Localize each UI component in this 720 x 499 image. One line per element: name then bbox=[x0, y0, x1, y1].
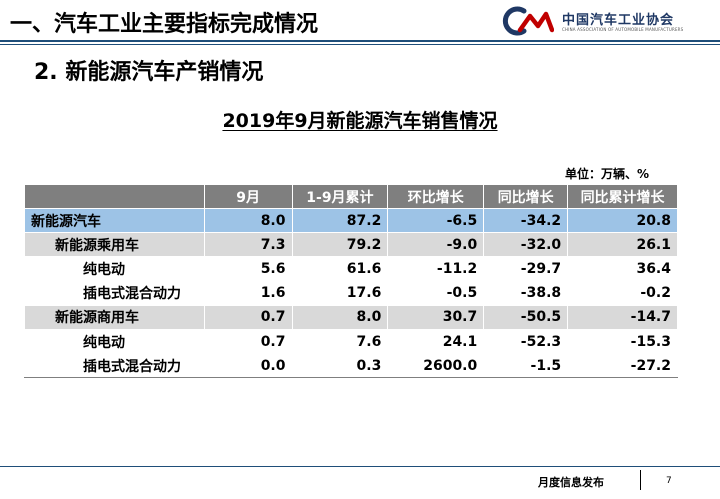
table-cell: 5.6 bbox=[203, 256, 293, 282]
table-row: 插电式混合动力 0.0 0.3 2600.0 -1.5 -27.2 bbox=[24, 353, 678, 379]
table-cell: -14.7 bbox=[567, 304, 678, 330]
table-cell: 26.1 bbox=[567, 232, 678, 258]
table-cell: -52.3 bbox=[483, 328, 569, 355]
table-cell: 8.0 bbox=[291, 304, 389, 330]
caam-logo-icon bbox=[502, 6, 554, 36]
table-cell: 1.6 bbox=[203, 280, 293, 306]
logo-en-text: CHINA ASSOCIATION OF AUTOMOBILE MANUFACT… bbox=[562, 27, 684, 32]
table-cell: -0.2 bbox=[567, 280, 678, 306]
header-title: 一、汽车工业主要指标完成情况 bbox=[10, 12, 319, 37]
table-row: 新能源汽车 8.0 87.2 -6.5 -34.2 20.8 bbox=[24, 207, 678, 234]
row-label: 新能源汽车 bbox=[24, 207, 205, 234]
table-cell: 30.7 bbox=[387, 304, 485, 330]
table-cell: -9.0 bbox=[387, 232, 485, 258]
table-cell: 0.7 bbox=[203, 328, 293, 355]
table-cell: 7.6 bbox=[291, 328, 389, 355]
table-cell: 0.3 bbox=[291, 353, 389, 379]
column-header: 1-9月累计 bbox=[291, 184, 389, 209]
row-label: 纯电动 bbox=[24, 256, 205, 282]
column-header bbox=[24, 184, 205, 209]
table-cell: -15.3 bbox=[567, 328, 678, 355]
row-label: 新能源商用车 bbox=[24, 304, 205, 330]
footer-rule bbox=[0, 466, 720, 467]
table-title-text: 2019年9月新能源汽车销售情况 bbox=[222, 110, 498, 132]
table-cell: 17.6 bbox=[291, 280, 389, 306]
row-label: 新能源乘用车 bbox=[24, 232, 205, 258]
table-title: 2019年9月新能源汽车销售情况 bbox=[0, 106, 720, 133]
table-cell: 20.8 bbox=[567, 207, 678, 234]
column-header: 9月 bbox=[203, 184, 293, 209]
table-cell: -34.2 bbox=[483, 207, 569, 234]
table-cell: -29.7 bbox=[483, 256, 569, 282]
table-row: 纯电动 0.7 7.6 24.1 -52.3 -15.3 bbox=[24, 328, 678, 355]
table-header-row: 9月 1-9月累计 环比增长 同比增长 同比累计增长 bbox=[24, 184, 678, 209]
table-cell: 8.0 bbox=[203, 207, 293, 234]
table-cell: 36.4 bbox=[567, 256, 678, 282]
table-cell: -11.2 bbox=[387, 256, 485, 282]
table-cell: 7.3 bbox=[203, 232, 293, 258]
column-header: 环比增长 bbox=[387, 184, 485, 209]
table-cell: -0.5 bbox=[387, 280, 485, 306]
caam-logo: 中国汽车工业协会 CHINA ASSOCIATION OF AUTOMOBILE… bbox=[502, 6, 712, 36]
table-cell: -50.5 bbox=[483, 304, 569, 330]
table-cell: 61.6 bbox=[291, 256, 389, 282]
table-row: 新能源商用车 0.7 8.0 30.7 -50.5 -14.7 bbox=[24, 304, 678, 330]
table-row: 插电式混合动力 1.6 17.6 -0.5 -38.8 -0.2 bbox=[24, 280, 678, 306]
table-cell: 0.7 bbox=[203, 304, 293, 330]
table-cell: -6.5 bbox=[387, 207, 485, 234]
table-cell: -32.0 bbox=[483, 232, 569, 258]
footer-text: 月度信息发布 bbox=[538, 476, 604, 489]
logo-cn-text: 中国汽车工业协会 bbox=[562, 13, 675, 28]
unit-note: 单位：万辆、% bbox=[565, 167, 650, 181]
table-cell: 2600.0 bbox=[387, 353, 485, 379]
row-label: 插电式混合动力 bbox=[24, 353, 205, 379]
table-cell: 0.0 bbox=[203, 353, 293, 379]
table-row: 新能源乘用车 7.3 79.2 -9.0 -32.0 26.1 bbox=[24, 232, 678, 258]
column-header: 同比累计增长 bbox=[567, 184, 678, 209]
table-row: 纯电动 5.6 61.6 -11.2 -29.7 36.4 bbox=[24, 256, 678, 282]
table-cell: -1.5 bbox=[483, 353, 569, 379]
header-rule bbox=[0, 40, 720, 42]
row-label: 插电式混合动力 bbox=[24, 280, 205, 306]
column-header: 同比增长 bbox=[483, 184, 569, 209]
table-cell: -38.8 bbox=[483, 280, 569, 306]
page-number: 7 bbox=[666, 476, 672, 486]
section-title: 2. 新能源汽车产销情况 bbox=[34, 60, 264, 85]
sales-table: 9月 1-9月累计 环比增长 同比增长 同比累计增长 新能源汽车 8.0 87.… bbox=[24, 184, 678, 379]
header-rule-thin bbox=[0, 44, 720, 45]
table-cell: 87.2 bbox=[291, 207, 389, 234]
table-cell: -27.2 bbox=[567, 353, 678, 379]
table-cell: 24.1 bbox=[387, 328, 485, 355]
table-cell: 79.2 bbox=[291, 232, 389, 258]
footer-divider bbox=[640, 470, 641, 490]
row-label: 纯电动 bbox=[24, 328, 205, 355]
